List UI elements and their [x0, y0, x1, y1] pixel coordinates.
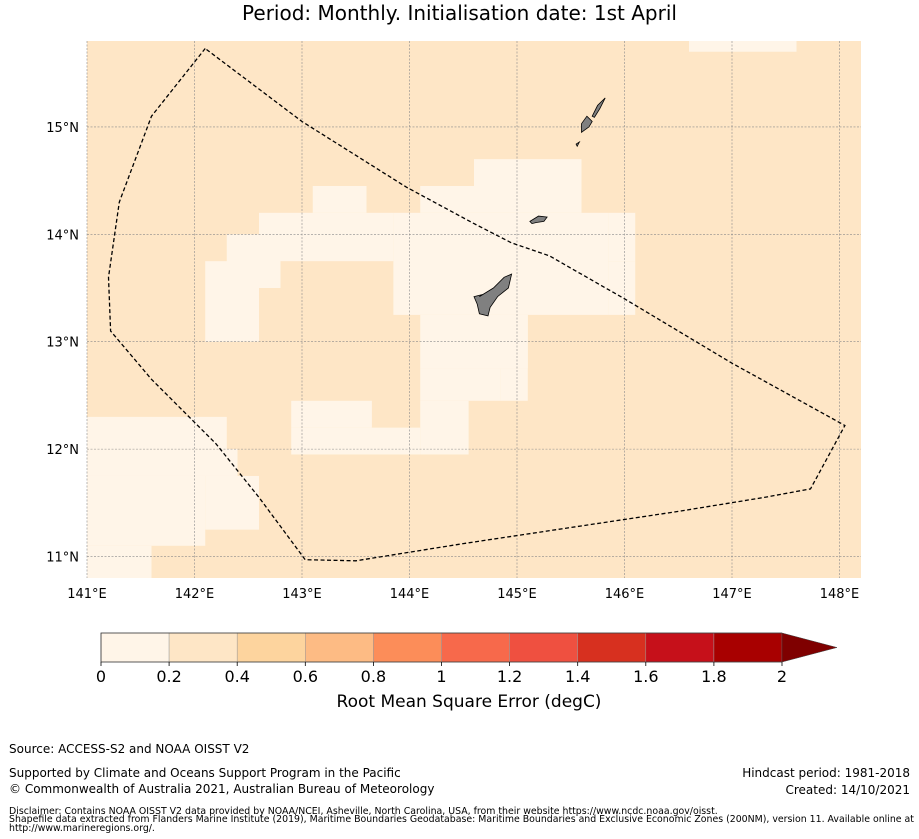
- rmse-cell-low: [87, 545, 152, 578]
- island-landmass: [473, 273, 513, 317]
- colorbar-tick-label: 1.6: [633, 667, 658, 686]
- colorbar-tick-label: 1.8: [701, 667, 726, 686]
- rmse-cell-low: [87, 475, 206, 546]
- colorbar-segment: [236, 632, 306, 663]
- lon-tick-label: 147°E: [712, 587, 752, 602]
- lat-tick-label: 11°N: [46, 551, 79, 566]
- colorbar-extend-arrow: [781, 632, 838, 663]
- rmse-cell-low: [420, 185, 582, 213]
- colorbar-segment: [645, 632, 715, 663]
- colorbar-tick-label: 1.2: [497, 667, 522, 686]
- lat-tick-label: 12°N: [46, 443, 79, 458]
- rmse-cell-low: [87, 449, 238, 476]
- island-landmass: [591, 97, 606, 118]
- rmse-cell-low: [500, 368, 528, 401]
- disclaimer-line-2: Shapefile data extracted from Flanders M…: [9, 814, 914, 825]
- colorbar-segment: [168, 632, 238, 663]
- colorbar-tick-label: 0.4: [224, 667, 249, 686]
- island-landmass: [575, 140, 581, 148]
- title-line-2: Period: Monthly. Initialisation date: 1s…: [242, 1, 677, 25]
- rmse-cell-low: [608, 261, 636, 289]
- rmse-cell-low: [205, 475, 259, 530]
- map-canvas: 141°E 142°E 143°E 144°E 145°E 146°E 147°E 148°E…: [46, 41, 861, 686]
- colorbar-segment: [305, 632, 374, 663]
- colorbar-tick-label: 1: [436, 667, 446, 686]
- rmse-cell-low: [608, 212, 636, 262]
- colorbar-segment: [441, 632, 510, 663]
- chart-title: Period: Monthly. Initialisation date: 1s…: [0, 0, 919, 26]
- island-landmass: [581, 115, 593, 134]
- lon-tick-label: 148°E: [820, 587, 860, 602]
- colorbar: 0 0.2 0.4 0.6 0.8 1 1.2 1.4 1.6 1.8 2: [96, 632, 838, 686]
- supported-text: Supported by Climate and Oceans Support …: [9, 766, 401, 780]
- disclaimer-line-1: Disclaimer: Contains NOAA OISST V2 data …: [9, 806, 718, 817]
- hindcast-period: Hindcast period: 1981-2018: [742, 766, 910, 780]
- lon-tick-label: 146°E: [605, 587, 645, 602]
- colorbar-label: Root Mean Square Error (degC): [336, 692, 602, 712]
- map-plot-area: 141°E 142°E 143°E 144°E 145°E 146°E 147°E 148°E…: [46, 41, 861, 602]
- colorbar-tick-label: 0.8: [361, 667, 386, 686]
- rmse-cell-low: [689, 41, 797, 52]
- lon-tick-label: 142°E: [175, 587, 215, 602]
- colorbar-segment: [509, 632, 578, 663]
- colorbar-segment: [577, 632, 647, 663]
- rmse-cell-low: [291, 400, 372, 428]
- lon-tick-label: 143°E: [282, 587, 322, 602]
- lon-tick-label: 145°E: [497, 587, 537, 602]
- colorbar-tick-label: 1.4: [565, 667, 590, 686]
- lat-tick-label: 15°N: [46, 121, 79, 136]
- colorbar-tick-label: 2: [777, 667, 787, 686]
- rmse-cell-low: [420, 368, 501, 401]
- copyright-text: © Commonwealth of Australia 2021, Austra…: [9, 782, 435, 796]
- lon-tick-label: 141°E: [67, 587, 107, 602]
- colorbar-tick-label: 0.6: [293, 667, 318, 686]
- rmse-cell-low: [420, 400, 469, 455]
- lat-tick-label: 14°N: [46, 228, 79, 243]
- created-date: Created: 14/10/2021: [785, 783, 910, 797]
- colorbar-tick-label: 0.2: [156, 667, 181, 686]
- colorbar-segment: [100, 632, 170, 663]
- colorbar-segment: [713, 632, 783, 663]
- rmse-cell-low: [259, 212, 394, 262]
- rmse-cell-low: [205, 261, 259, 342]
- colorbar-segment: [373, 632, 442, 663]
- disclaimer-line-3: http://www.marineregions.org/.: [9, 823, 155, 834]
- source-text: Source: ACCESS-S2 and NOAA OISST V2: [9, 742, 250, 756]
- eez-boundary-line: [107, 47, 846, 562]
- rmse-cell-low: [87, 416, 227, 450]
- rmse-cell-low: [474, 159, 582, 186]
- lat-tick-label: 13°N: [46, 336, 79, 351]
- rmse-cell-low: [291, 427, 421, 455]
- lon-tick-label: 144°E: [390, 587, 430, 602]
- rmse-cell-low: [393, 212, 609, 315]
- colorbar-tick-label: 0: [96, 667, 106, 686]
- rmse-cell-low: [312, 185, 367, 213]
- island-landmass: [529, 215, 548, 225]
